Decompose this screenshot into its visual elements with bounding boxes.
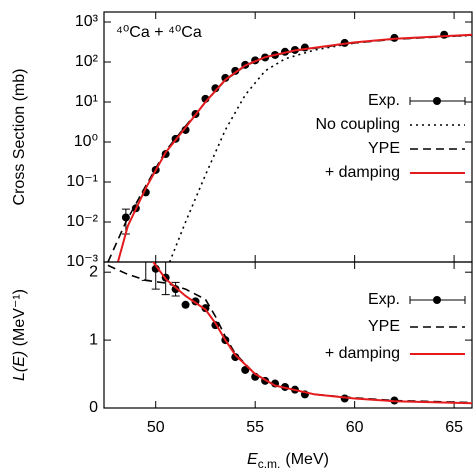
y-axis-label: Cross Section (mb) (11, 69, 28, 206)
x-axis-label: Ec.m. (MeV) (247, 451, 329, 471)
data-point (171, 285, 180, 294)
y-tick-label: 10¹ (75, 93, 98, 110)
error-bar (141, 262, 150, 281)
y-tick-label: 10² (75, 53, 99, 70)
data-point (181, 125, 190, 134)
legend-label: No coupling (316, 116, 401, 133)
data-point (181, 300, 190, 309)
data-point (241, 365, 250, 374)
y-tick-label: 2 (89, 263, 98, 280)
x-axis-sub: c.m. (258, 457, 281, 471)
legend-label: + damping (325, 164, 400, 181)
y-tick-label: 10⁰ (74, 133, 98, 150)
y-tick-label: 10⁻¹ (66, 173, 98, 190)
x-tick-label: 50 (147, 419, 165, 436)
y-axis-unit: (MeV⁻¹) (11, 289, 28, 346)
legend-label: Exp. (368, 291, 400, 308)
data-point (221, 73, 230, 82)
panel: 0 1 2 50 55 60 65 L(E) (MeV⁻¹) Ec.m. (MeV) Exp. YPE… (11, 242, 473, 471)
legend-symbol (433, 296, 441, 304)
y-tick-label: 0 (89, 399, 98, 416)
legend-label: Exp. (368, 92, 400, 109)
y-axis-symbol: L(E) (11, 351, 28, 381)
panel: 10⁻³ 10⁻² 10⁻¹ 10⁰ 10¹ 10² 10³ Cross Section (m… (11, 11, 473, 270)
curve (116, 33, 472, 262)
annotation: ⁴⁰Ca + ⁴⁰Ca (116, 24, 202, 41)
x-tick-label: 55 (246, 419, 264, 436)
x-axis-symbol: E (247, 451, 258, 468)
legend-label: YPE (368, 140, 400, 157)
data-point (201, 304, 210, 313)
curve (107, 264, 472, 404)
curve (151, 262, 472, 405)
legend-symbol (433, 97, 441, 105)
legend-label: YPE (368, 318, 400, 335)
y-tick-label: 10⁻³ (66, 253, 98, 270)
y-tick-label: 1 (89, 331, 98, 348)
x-tick-label: 65 (445, 419, 463, 436)
y-tick-label: 10⁻² (66, 213, 98, 230)
plot-frame (103, 261, 473, 409)
plot-area (107, 30, 472, 262)
x-axis-unit: (MeV) (285, 451, 329, 468)
legend-label: + damping (325, 345, 400, 362)
data-point (121, 213, 130, 222)
y-tick-label: 10³ (75, 13, 99, 30)
data-point (142, 242, 150, 250)
x-tick-label: 60 (346, 419, 364, 436)
plot-area (107, 242, 472, 405)
y-axis-label: L(E) (MeV⁻¹) (11, 289, 28, 381)
data-point (211, 84, 220, 93)
data-point (231, 353, 240, 362)
